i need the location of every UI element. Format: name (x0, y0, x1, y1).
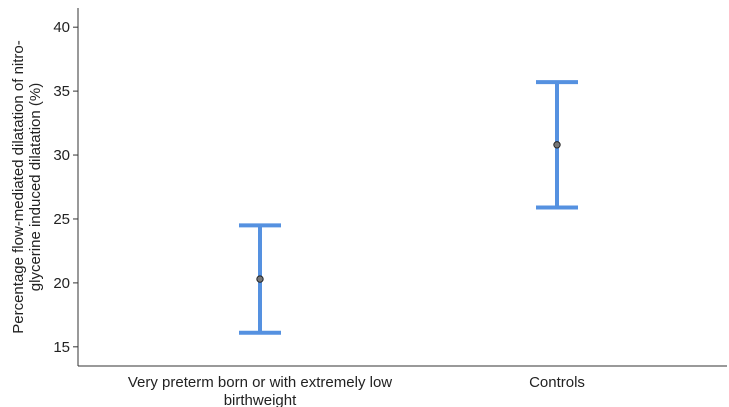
category-label: Controls (529, 374, 585, 391)
category-label: birthweight (224, 392, 297, 407)
axes (77, 8, 727, 367)
error-bar-group (536, 80, 578, 210)
error-bars (239, 80, 578, 335)
y-axis-title-line: glycerine induced dilatation (%) (27, 83, 44, 291)
category-label: Very preterm born or with extremely low (128, 374, 392, 391)
y-tick-label: 30 (53, 147, 70, 164)
error-bar-group (239, 223, 281, 335)
y-tick-label: 40 (53, 19, 70, 36)
y-tick-label: 20 (53, 275, 70, 292)
mean-point (553, 141, 561, 149)
y-axis-ticks: 15 20 25 30 35 40 (53, 19, 78, 356)
y-tick-label: 15 (53, 339, 70, 356)
y-axis-title-group: Percentage flow-mediated dilatation of n… (10, 40, 44, 334)
x-axis-categories: Very preterm born or with extremely lowb… (128, 374, 585, 407)
y-tick-label: 25 (53, 211, 70, 228)
y-axis-title: Percentage flow-mediated dilatation of n… (10, 40, 44, 334)
mean-point (256, 275, 264, 283)
y-axis-title-line: Percentage flow-mediated dilatation of n… (10, 40, 27, 334)
y-tick-label: 35 (53, 83, 70, 100)
